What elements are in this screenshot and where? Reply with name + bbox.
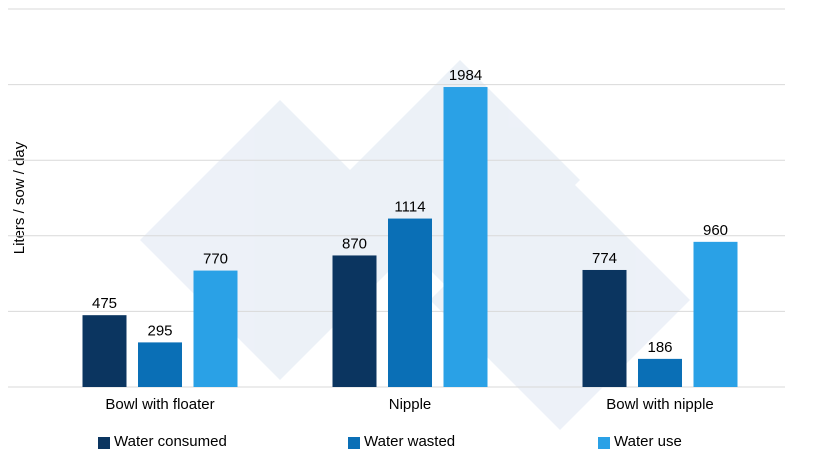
value-label: 960: [703, 222, 728, 239]
legend-label: Water wasted: [364, 433, 455, 450]
legend-swatch: [348, 437, 360, 449]
legend-label: Water consumed: [114, 433, 227, 450]
value-label: 870: [342, 235, 367, 252]
value-label: 475: [92, 295, 117, 312]
legend-label: Water use: [614, 433, 682, 450]
value-label: 1984: [449, 67, 482, 84]
legend-swatch: [598, 437, 610, 449]
bar: [193, 270, 238, 387]
bar: [332, 255, 377, 387]
x-tick-label: Nipple: [389, 396, 432, 413]
y-axis-label: Liters / sow / day: [11, 141, 28, 254]
value-label: 1114: [394, 199, 425, 216]
bar: [388, 218, 432, 387]
value-label: 186: [647, 339, 672, 356]
bar: [582, 269, 627, 387]
bar: [693, 241, 738, 387]
x-tick-label: Bowl with nipple: [606, 396, 714, 413]
x-tick-label: Bowl with floater: [105, 396, 214, 413]
value-label: 295: [147, 322, 172, 339]
bar: [138, 342, 182, 387]
legend-swatch: [98, 437, 110, 449]
value-label: 770: [203, 251, 228, 268]
bar: [638, 358, 682, 387]
bar: [82, 315, 127, 387]
value-label: 774: [592, 250, 617, 267]
bar: [443, 87, 488, 388]
